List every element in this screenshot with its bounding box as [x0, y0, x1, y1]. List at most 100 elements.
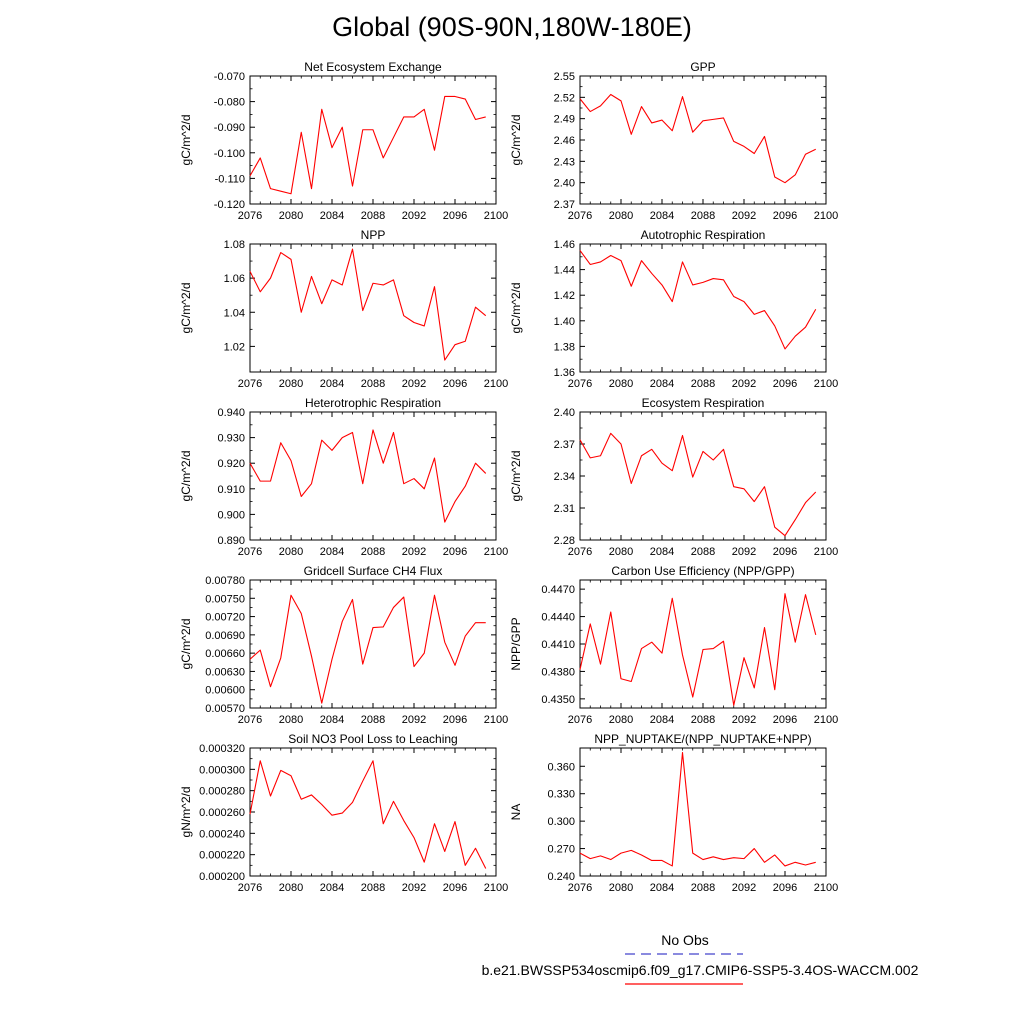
- x-tick-label: 2096: [443, 882, 467, 894]
- x-tick-label: 2092: [732, 210, 756, 222]
- x-tick-label: 2096: [773, 546, 797, 558]
- chart-title: GPP: [690, 60, 715, 74]
- chart-panel: Soil NO3 Pool Loss to Leaching gN/m^2/d 20…: [179, 732, 508, 894]
- y-axis-label: gN/m^2/d: [179, 787, 193, 838]
- x-tick-label: 2080: [279, 882, 303, 894]
- y-tick-label: 0.4380: [541, 666, 575, 678]
- x-tick-label: 2100: [484, 882, 508, 894]
- y-axis-label: gC/m^2/d: [179, 619, 193, 670]
- x-tick-label: 2076: [238, 378, 262, 390]
- plot-frame: [579, 411, 827, 541]
- y-tick-label: 1.02: [224, 341, 245, 353]
- y-tick-label: 0.00780: [205, 575, 245, 587]
- chart-title: Net Ecosystem Exchange: [304, 60, 442, 74]
- y-tick-label: 1.04: [224, 307, 245, 319]
- x-tick-label: 2076: [568, 882, 592, 894]
- x-tick-label: 2100: [814, 546, 838, 558]
- y-tick-label: 0.00750: [205, 593, 245, 605]
- chart-panel: NPP_NUPTAKE/(NPP_NUPTAKE+NPP) NA 2076 2080 2…: [509, 732, 838, 894]
- y-tick-label: 0.910: [217, 484, 245, 496]
- chart-title: Gridcell Surface CH4 Flux: [304, 564, 443, 578]
- x-tick-label: 2076: [568, 714, 592, 726]
- y-tick-label: 0.4350: [541, 694, 575, 706]
- x-tick-label: 2084: [320, 210, 344, 222]
- y-tick-label: 2.52: [554, 92, 575, 104]
- y-tick-label: 0.890: [217, 535, 245, 547]
- y-tick-label: 0.4440: [541, 612, 575, 624]
- y-tick-label: 1.38: [554, 341, 575, 353]
- y-axis-label: gC/m^2/d: [509, 115, 523, 166]
- x-tick-label: 2084: [650, 210, 674, 222]
- y-tick-label: 0.000300: [199, 764, 245, 776]
- chart-title: Heterotrophic Respiration: [305, 396, 441, 410]
- x-tick-label: 2092: [732, 714, 756, 726]
- chart-panel: Autotrophic Respiration gC/m^2/d 2076 2080 2…: [509, 228, 838, 390]
- y-tick-label: 0.920: [217, 458, 245, 470]
- x-tick-label: 2080: [279, 714, 303, 726]
- x-tick-label: 2088: [361, 378, 385, 390]
- y-tick-label: 1.06: [224, 273, 245, 285]
- plot-frame: [249, 243, 497, 373]
- y-axis-label: gC/m^2/d: [509, 283, 523, 334]
- x-tick-label: 2092: [732, 882, 756, 894]
- y-tick-label: 0.000260: [199, 807, 245, 819]
- x-tick-label: 2088: [691, 882, 715, 894]
- x-tick-label: 2088: [691, 546, 715, 558]
- series-line: [579, 250, 817, 350]
- x-tick-label: 2084: [320, 378, 344, 390]
- x-tick-label: 2088: [361, 210, 385, 222]
- plot-frame: [579, 243, 827, 373]
- y-tick-label: 0.000240: [199, 828, 245, 840]
- chart-panel: Ecosystem Respiration gC/m^2/d 2076 2080 208…: [509, 396, 838, 558]
- y-tick-label: 2.40: [554, 178, 575, 190]
- y-tick-label: 0.240: [547, 871, 575, 883]
- series-line: [579, 752, 816, 867]
- series-line: [249, 594, 486, 704]
- y-tick-label: 0.000320: [199, 743, 245, 755]
- chart-panel: Gridcell Surface CH4 Flux gC/m^2/d 2076 208…: [179, 564, 508, 726]
- y-axis-label: gC/m^2/d: [179, 115, 193, 166]
- y-tick-label: 0.00660: [205, 648, 245, 660]
- x-tick-label: 2100: [484, 378, 508, 390]
- y-axis-label: gC/m^2/d: [179, 283, 193, 334]
- x-tick-label: 2084: [320, 546, 344, 558]
- chart-panel: Carbon Use Efficiency (NPP/GPP) NPP/GPP 20…: [509, 564, 838, 726]
- x-tick-label: 2076: [238, 882, 262, 894]
- y-tick-label: 2.46: [554, 135, 575, 147]
- y-tick-label: 2.34: [554, 471, 575, 483]
- x-tick-label: 2100: [814, 378, 838, 390]
- x-tick-label: 2084: [650, 546, 674, 558]
- x-tick-label: 2088: [361, 546, 385, 558]
- y-tick-label: 0.00600: [205, 685, 245, 697]
- x-tick-label: 2080: [279, 546, 303, 558]
- y-axis-label: gC/m^2/d: [509, 451, 523, 502]
- series-line: [579, 593, 817, 706]
- plot-frame: [579, 579, 827, 709]
- y-tick-label: 1.36: [554, 367, 575, 379]
- y-tick-label: 2.37: [554, 439, 575, 451]
- y-tick-label: 0.330: [547, 789, 575, 801]
- x-tick-label: 2096: [773, 882, 797, 894]
- x-tick-label: 2076: [568, 546, 592, 558]
- x-tick-label: 2096: [773, 378, 797, 390]
- y-tick-label: 0.930: [217, 433, 245, 445]
- x-tick-label: 2092: [732, 378, 756, 390]
- x-tick-label: 2084: [650, 882, 674, 894]
- x-tick-label: 2076: [568, 378, 592, 390]
- y-tick-label: 0.00720: [205, 612, 245, 624]
- x-tick-label: 2100: [484, 546, 508, 558]
- y-tick-label: 2.49: [554, 114, 575, 126]
- x-tick-label: 2084: [650, 714, 674, 726]
- y-tick-label: 2.43: [554, 156, 575, 168]
- y-tick-label: 2.40: [554, 407, 575, 419]
- y-tick-label: 2.37: [554, 199, 575, 211]
- x-tick-label: 2080: [609, 378, 633, 390]
- x-tick-label: 2080: [609, 546, 633, 558]
- x-tick-label: 2092: [732, 546, 756, 558]
- x-tick-label: 2092: [402, 378, 426, 390]
- x-tick-label: 2080: [279, 378, 303, 390]
- y-tick-label: 1.40: [554, 316, 575, 328]
- y-tick-label: -0.120: [214, 199, 245, 211]
- y-tick-label: 0.940: [217, 407, 245, 419]
